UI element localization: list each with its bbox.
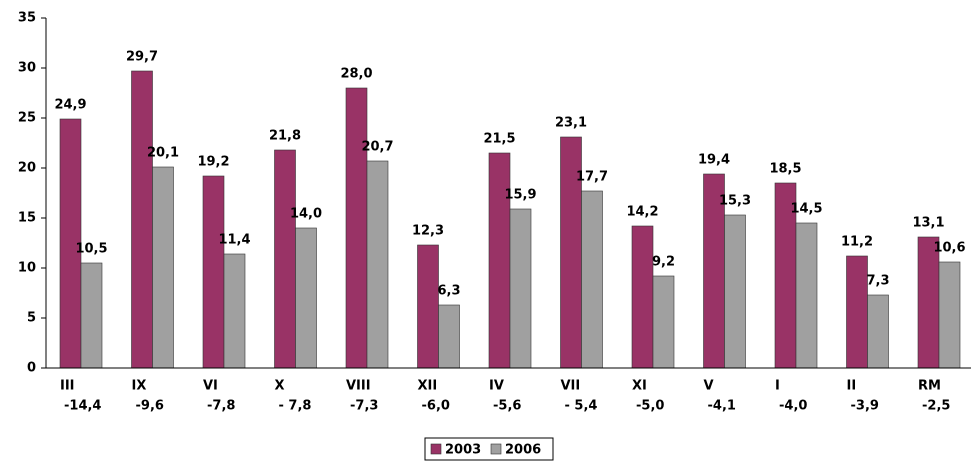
x-tick-note: -9,6 bbox=[136, 399, 164, 414]
y-tick-label: 25 bbox=[18, 111, 36, 126]
bar bbox=[795, 222, 818, 369]
data-label: 17,7 bbox=[576, 170, 608, 185]
x-tick-label: IV bbox=[489, 379, 504, 394]
x-tick-label: VIII bbox=[346, 379, 371, 394]
data-label: 20,1 bbox=[147, 146, 179, 161]
data-label: 15,3 bbox=[719, 194, 751, 209]
x-tick-label: II bbox=[847, 379, 857, 394]
x-tick-note: -4,1 bbox=[708, 399, 736, 414]
x-tick-label: VI bbox=[203, 379, 218, 394]
bar bbox=[417, 244, 439, 369]
data-label: 21,5 bbox=[483, 132, 515, 147]
legend-label: 2006 bbox=[505, 443, 541, 458]
y-tick-label: 30 bbox=[18, 61, 36, 76]
bar bbox=[295, 227, 317, 369]
x-tick-note: - 5,4 bbox=[565, 399, 598, 414]
x-tick-label: IX bbox=[132, 379, 147, 394]
data-label: 20,7 bbox=[361, 140, 393, 155]
bar bbox=[131, 70, 153, 369]
data-label: 19,4 bbox=[698, 153, 730, 168]
x-tick-note: -7,3 bbox=[350, 399, 378, 414]
x-tick-label: XII bbox=[418, 379, 438, 394]
bar bbox=[223, 253, 246, 369]
x-tick-note: -4,0 bbox=[779, 399, 807, 414]
bar bbox=[652, 275, 675, 369]
x-tick-note: -2,5 bbox=[922, 399, 950, 414]
data-label: 10,5 bbox=[75, 242, 107, 257]
x-tick-label: VII bbox=[561, 379, 581, 394]
bar bbox=[488, 152, 511, 369]
x-tick-label: XI bbox=[632, 379, 647, 394]
x-tick-note: -3,9 bbox=[851, 399, 879, 414]
x-tick-label: III bbox=[60, 379, 75, 394]
x-tick-label: X bbox=[275, 379, 285, 394]
y-tick-label: 35 bbox=[18, 11, 36, 26]
data-label: 14,2 bbox=[626, 205, 658, 220]
data-label: 13,1 bbox=[912, 216, 944, 231]
bar bbox=[631, 225, 654, 369]
data-label: 10,6 bbox=[933, 241, 965, 256]
bar bbox=[274, 149, 296, 369]
data-label: 6,3 bbox=[437, 284, 460, 299]
x-tick-label: RM bbox=[918, 379, 941, 394]
data-label: 14,0 bbox=[290, 207, 322, 222]
y-tick-label: 15 bbox=[18, 211, 36, 226]
bar bbox=[846, 255, 868, 369]
data-label: 7,3 bbox=[866, 274, 889, 289]
y-tick-label: 0 bbox=[27, 361, 36, 376]
legend-swatch bbox=[430, 443, 442, 455]
x-tick-note: - 7,8 bbox=[279, 399, 312, 414]
bar bbox=[581, 190, 603, 369]
x-tick-note: -6,0 bbox=[422, 399, 450, 414]
bar bbox=[724, 214, 746, 369]
data-label: 11,2 bbox=[841, 235, 873, 250]
data-label: 11,4 bbox=[218, 233, 250, 248]
x-tick-note: -5,0 bbox=[636, 399, 664, 414]
x-tick-note: -7,8 bbox=[207, 399, 235, 414]
data-label: 14,5 bbox=[790, 202, 822, 217]
x-tick-note: -5,6 bbox=[493, 399, 521, 414]
data-label: 12,3 bbox=[412, 224, 444, 239]
data-label: 28,0 bbox=[340, 67, 372, 82]
bar bbox=[366, 160, 389, 369]
legend-box bbox=[424, 437, 554, 461]
data-label: 21,8 bbox=[269, 129, 301, 144]
legend-swatch bbox=[490, 443, 502, 455]
bar bbox=[917, 236, 940, 369]
bar bbox=[345, 87, 368, 369]
x-tick-label: V bbox=[704, 379, 714, 394]
y-tick-label: 20 bbox=[18, 161, 36, 176]
x-tick-note: -14,4 bbox=[64, 399, 101, 414]
data-label: 18,5 bbox=[769, 162, 801, 177]
data-label: 15,9 bbox=[504, 188, 536, 203]
bar bbox=[938, 261, 961, 369]
bar bbox=[202, 175, 225, 369]
data-label: 29,7 bbox=[126, 50, 158, 65]
bar bbox=[438, 304, 460, 369]
bar bbox=[867, 294, 889, 369]
data-label: 19,2 bbox=[197, 155, 229, 170]
data-label: 24,9 bbox=[54, 98, 86, 113]
bar bbox=[509, 208, 532, 369]
bar bbox=[152, 166, 174, 369]
legend-label: 2003 bbox=[445, 443, 481, 458]
y-tick-label: 5 bbox=[27, 311, 36, 326]
y-tick-label: 10 bbox=[18, 261, 36, 276]
x-tick-label: I bbox=[775, 379, 780, 394]
bar bbox=[80, 262, 103, 369]
data-label: 23,1 bbox=[555, 116, 587, 131]
data-label: 9,2 bbox=[652, 255, 675, 270]
